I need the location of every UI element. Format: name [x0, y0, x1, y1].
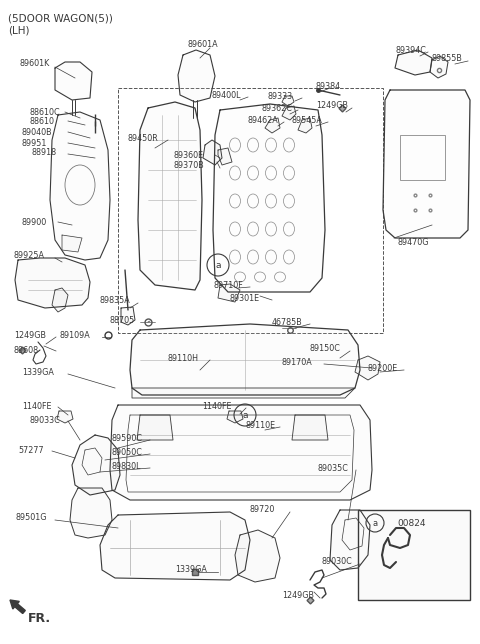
- Text: 89400L: 89400L: [212, 91, 241, 100]
- Polygon shape: [132, 388, 355, 398]
- Text: 89470G: 89470G: [398, 238, 430, 247]
- Polygon shape: [383, 90, 470, 238]
- Bar: [400, 135, 445, 180]
- Text: 1140FE: 1140FE: [202, 401, 231, 410]
- Text: 1249GB: 1249GB: [316, 100, 348, 109]
- Text: 88610: 88610: [30, 117, 55, 126]
- Text: 1339GA: 1339GA: [22, 368, 54, 377]
- Text: (5DOOR WAGON(5)): (5DOOR WAGON(5)): [8, 13, 113, 23]
- Text: 89362C: 89362C: [262, 104, 293, 113]
- Polygon shape: [121, 307, 135, 325]
- Polygon shape: [218, 148, 232, 165]
- Text: 46785B: 46785B: [272, 317, 303, 327]
- Text: 89050C: 89050C: [112, 448, 143, 457]
- Text: a: a: [242, 410, 248, 419]
- Polygon shape: [62, 235, 82, 252]
- Text: 89333: 89333: [268, 91, 293, 100]
- Text: 89030C: 89030C: [322, 558, 353, 567]
- Text: 89545A: 89545A: [292, 115, 323, 124]
- Polygon shape: [218, 284, 240, 302]
- Text: FR.: FR.: [28, 612, 51, 625]
- Polygon shape: [138, 102, 202, 290]
- Text: 89150C: 89150C: [310, 343, 341, 352]
- Text: 57277: 57277: [18, 446, 44, 455]
- Polygon shape: [178, 50, 215, 102]
- Polygon shape: [55, 62, 92, 100]
- Text: 89110H: 89110H: [168, 354, 199, 363]
- Text: 88610C: 88610C: [30, 108, 60, 117]
- Text: 1140FE: 1140FE: [22, 401, 51, 410]
- Text: 89360E: 89360E: [174, 151, 204, 160]
- Text: 89384: 89384: [316, 82, 341, 91]
- Bar: [118, 88, 383, 333]
- Text: 89462A: 89462A: [248, 115, 279, 124]
- Polygon shape: [395, 50, 432, 75]
- Polygon shape: [298, 118, 312, 133]
- Text: 89040B: 89040B: [22, 128, 53, 137]
- Text: 89830L: 89830L: [112, 462, 142, 471]
- Polygon shape: [265, 118, 280, 133]
- Text: 89601K: 89601K: [20, 59, 50, 68]
- Text: 89590C: 89590C: [112, 433, 143, 442]
- Text: a: a: [372, 518, 378, 527]
- Polygon shape: [430, 56, 448, 78]
- Polygon shape: [355, 356, 380, 380]
- Polygon shape: [203, 140, 222, 165]
- Polygon shape: [110, 405, 372, 500]
- Text: 88705: 88705: [110, 316, 135, 325]
- FancyArrow shape: [10, 600, 25, 614]
- Polygon shape: [227, 411, 243, 423]
- Polygon shape: [137, 415, 173, 440]
- Polygon shape: [282, 106, 296, 120]
- Polygon shape: [100, 512, 250, 580]
- Text: 89710F: 89710F: [213, 281, 243, 290]
- Text: 88918: 88918: [32, 147, 57, 156]
- Polygon shape: [57, 411, 73, 423]
- Bar: [358, 510, 470, 600]
- Polygon shape: [213, 104, 325, 292]
- Polygon shape: [15, 258, 90, 308]
- Polygon shape: [292, 415, 328, 440]
- Polygon shape: [330, 510, 370, 570]
- Text: 89501G: 89501G: [15, 513, 47, 522]
- Text: 89925A: 89925A: [14, 251, 45, 260]
- Text: 89720: 89720: [250, 506, 276, 515]
- Polygon shape: [72, 435, 120, 495]
- Text: 1339GA: 1339GA: [175, 565, 207, 574]
- Text: 89951: 89951: [22, 138, 48, 147]
- Polygon shape: [52, 288, 68, 312]
- Polygon shape: [70, 488, 112, 538]
- Text: 89200E: 89200E: [368, 363, 398, 372]
- Text: 00824: 00824: [397, 518, 425, 527]
- Polygon shape: [282, 96, 294, 106]
- Text: 89170A: 89170A: [282, 357, 313, 366]
- Text: 89109A: 89109A: [60, 330, 91, 339]
- Text: 89035C: 89035C: [318, 464, 349, 473]
- Text: 89608: 89608: [14, 345, 39, 354]
- Text: (LH): (LH): [8, 25, 29, 35]
- Text: 89394C: 89394C: [395, 46, 426, 55]
- Text: 1249GB: 1249GB: [14, 330, 46, 339]
- Text: 89301E: 89301E: [230, 294, 260, 303]
- Text: 89900: 89900: [22, 218, 47, 227]
- Text: a: a: [215, 261, 221, 269]
- Text: 89110E: 89110E: [245, 421, 275, 430]
- Polygon shape: [50, 112, 110, 260]
- Text: 89835A: 89835A: [100, 296, 131, 305]
- Text: 89033C: 89033C: [30, 415, 61, 424]
- Text: 1249GB: 1249GB: [282, 591, 314, 600]
- Text: 89370B: 89370B: [174, 160, 205, 169]
- Text: 89601A: 89601A: [187, 39, 217, 48]
- Text: 89450R: 89450R: [128, 133, 159, 142]
- Text: 89855B: 89855B: [432, 53, 463, 62]
- Polygon shape: [130, 324, 360, 395]
- Polygon shape: [235, 530, 280, 582]
